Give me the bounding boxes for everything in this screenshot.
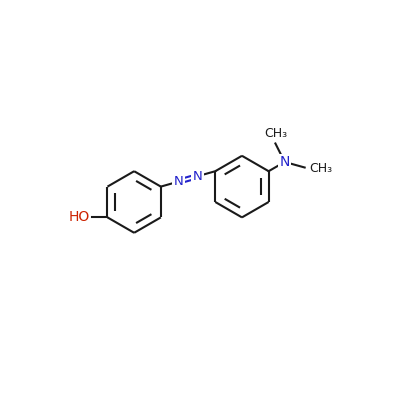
Text: HO: HO xyxy=(69,210,90,224)
Text: CH₃: CH₃ xyxy=(264,128,287,140)
Text: N: N xyxy=(174,175,184,188)
Text: CH₃: CH₃ xyxy=(309,162,332,175)
Text: N: N xyxy=(280,155,290,169)
Text: N: N xyxy=(192,170,202,183)
